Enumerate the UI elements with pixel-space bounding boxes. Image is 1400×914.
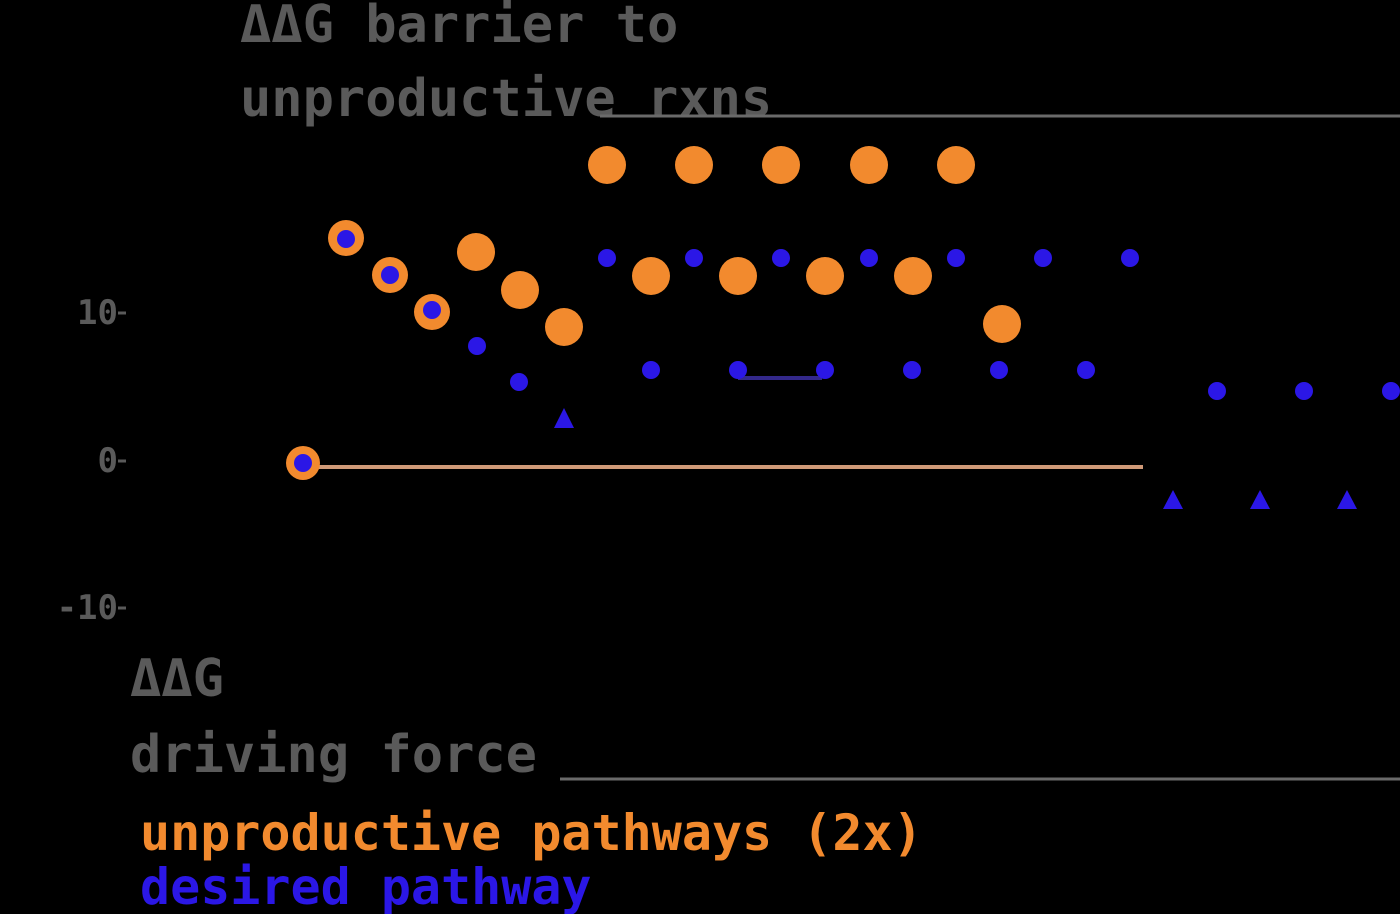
unproductive-point xyxy=(894,257,932,295)
y-axis: 10 0 -10 xyxy=(57,293,126,628)
desired-point xyxy=(1295,382,1313,400)
unproductive-point xyxy=(983,305,1021,343)
desired-point xyxy=(337,230,355,248)
desired-point xyxy=(294,454,312,472)
desired-point xyxy=(468,337,486,355)
top-annotation-line1: ΔΔG barrier to xyxy=(240,0,678,55)
legend-desired: desired pathway xyxy=(140,858,592,914)
desired-pathway-markers xyxy=(294,230,1400,509)
top-annotation-line2: unproductive rxns xyxy=(240,69,772,129)
desired-point xyxy=(642,361,660,379)
desired-point xyxy=(772,249,790,267)
unproductive-point xyxy=(675,146,713,184)
desired-point xyxy=(947,249,965,267)
unproductive-point xyxy=(632,257,670,295)
desired-point xyxy=(990,361,1008,379)
desired-point xyxy=(1077,361,1095,379)
desired-point xyxy=(729,361,747,379)
unproductive-point xyxy=(457,233,495,271)
unproductive-point xyxy=(588,146,626,184)
bottom-annotation-line2: driving force xyxy=(130,725,537,785)
unproductive-point xyxy=(937,146,975,184)
desired-point xyxy=(903,361,921,379)
y-tick-label-minus10: -10 xyxy=(57,588,118,628)
y-tick-label-10: 10 xyxy=(77,293,118,333)
desired-point xyxy=(860,249,878,267)
desired-point xyxy=(816,361,834,379)
unproductive-point xyxy=(545,308,583,346)
desired-point xyxy=(554,408,574,428)
y-tick-label-0: 0 xyxy=(98,441,118,481)
desired-point xyxy=(1337,490,1357,509)
desired-point xyxy=(510,373,528,391)
desired-point xyxy=(1034,249,1052,267)
desired-point xyxy=(685,249,703,267)
unproductive-point xyxy=(762,146,800,184)
unproductive-point xyxy=(719,257,757,295)
bottom-annotation-line1: ΔΔG xyxy=(130,649,224,709)
unproductive-point xyxy=(501,271,539,309)
desired-point xyxy=(1250,490,1270,509)
desired-point xyxy=(381,266,399,284)
desired-point xyxy=(1121,249,1139,267)
legend: unproductive pathways (2x) desired pathw… xyxy=(140,804,923,914)
desired-point xyxy=(598,249,616,267)
desired-point xyxy=(1163,490,1183,509)
unproductive-point xyxy=(850,146,888,184)
desired-point xyxy=(1208,382,1226,400)
unproductive-point xyxy=(806,257,844,295)
desired-point xyxy=(1382,382,1400,400)
desired-point xyxy=(423,301,441,319)
unproductive-pathway-markers xyxy=(286,146,1021,480)
legend-unproductive: unproductive pathways (2x) xyxy=(140,804,923,862)
